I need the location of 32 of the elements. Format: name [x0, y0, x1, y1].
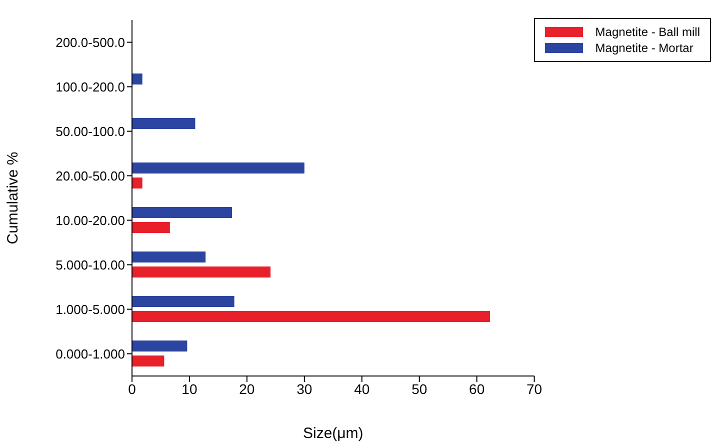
y-axis-title: Cumulative % [4, 152, 22, 244]
bar [132, 266, 271, 278]
x-tick-label: 50 [412, 380, 428, 397]
bar [132, 356, 164, 366]
y-tick-label: 1.000-5.000 [56, 302, 125, 317]
bar [132, 222, 170, 233]
bar [132, 74, 142, 84]
x-tick-label: 40 [354, 380, 370, 397]
bar [132, 340, 188, 352]
x-tick-label: 70 [526, 380, 542, 397]
bar [132, 207, 232, 218]
x-tick-label: 30 [296, 380, 312, 397]
y-tick-label: 10.00-20.00 [56, 212, 125, 228]
x-tick-label: 20 [239, 380, 255, 397]
x-tick-label: 0 [128, 380, 136, 397]
y-tick-label: 0.000-1.000 [56, 346, 125, 362]
bar [132, 311, 490, 322]
bar [132, 162, 304, 174]
x-axis-title: Size(μm) [302, 425, 364, 442]
y-tick-label: 20.00-50.00 [56, 168, 125, 184]
bar [132, 178, 142, 188]
bar [132, 252, 206, 262]
y-tick-label: 50.00-100.0 [56, 124, 125, 139]
bar [132, 118, 196, 129]
x-tick-label: 60 [469, 380, 485, 397]
y-tick-label: 200.0-500.0 [56, 34, 125, 50]
legend-label: Magnetite - Mortar [595, 41, 694, 55]
y-tick-label: 100.0-200.0 [56, 79, 125, 94]
bar [132, 296, 234, 307]
y-tick-label: 5.000-10.00 [56, 257, 125, 272]
x-tick-label: 10 [182, 380, 198, 397]
legend-label: Magnetite - Ball mill [595, 25, 700, 39]
